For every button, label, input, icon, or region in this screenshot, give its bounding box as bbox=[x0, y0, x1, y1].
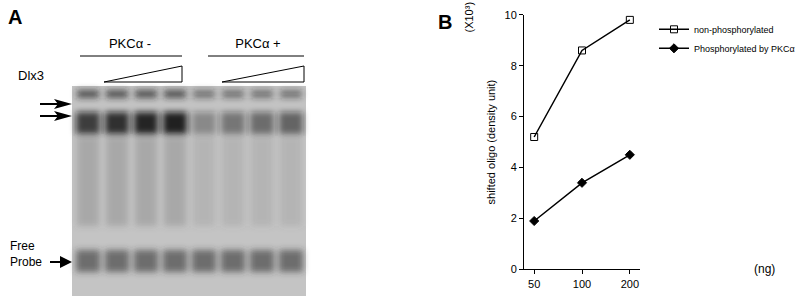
svg-text:PKCα -: PKCα - bbox=[109, 36, 151, 51]
svg-text:100: 100 bbox=[573, 278, 591, 290]
svg-text:B: B bbox=[438, 11, 452, 33]
svg-text:200: 200 bbox=[621, 278, 639, 290]
svg-text:Phosphorylated by PKCα: Phosphorylated by PKCα bbox=[694, 44, 795, 54]
svg-text:2: 2 bbox=[511, 212, 517, 224]
svg-text:shifted oligo (density unit): shifted oligo (density unit) bbox=[485, 80, 497, 205]
svg-text:PKCα +: PKCα + bbox=[235, 36, 280, 51]
svg-text:4: 4 bbox=[511, 161, 517, 173]
svg-text:(X10³): (X10³) bbox=[463, 2, 475, 33]
svg-text:(ng): (ng) bbox=[754, 262, 775, 276]
svg-text:Probe: Probe bbox=[10, 255, 42, 269]
svg-text:8: 8 bbox=[511, 60, 517, 72]
svg-text:50: 50 bbox=[528, 278, 540, 290]
svg-text:0: 0 bbox=[511, 263, 517, 275]
svg-text:Free: Free bbox=[10, 239, 35, 253]
svg-text:A: A bbox=[8, 6, 22, 28]
svg-text:non-phosphorylated: non-phosphorylated bbox=[694, 25, 774, 35]
svg-text:10: 10 bbox=[505, 9, 517, 21]
svg-text:6: 6 bbox=[511, 110, 517, 122]
svg-text:Dlx3: Dlx3 bbox=[18, 68, 44, 83]
